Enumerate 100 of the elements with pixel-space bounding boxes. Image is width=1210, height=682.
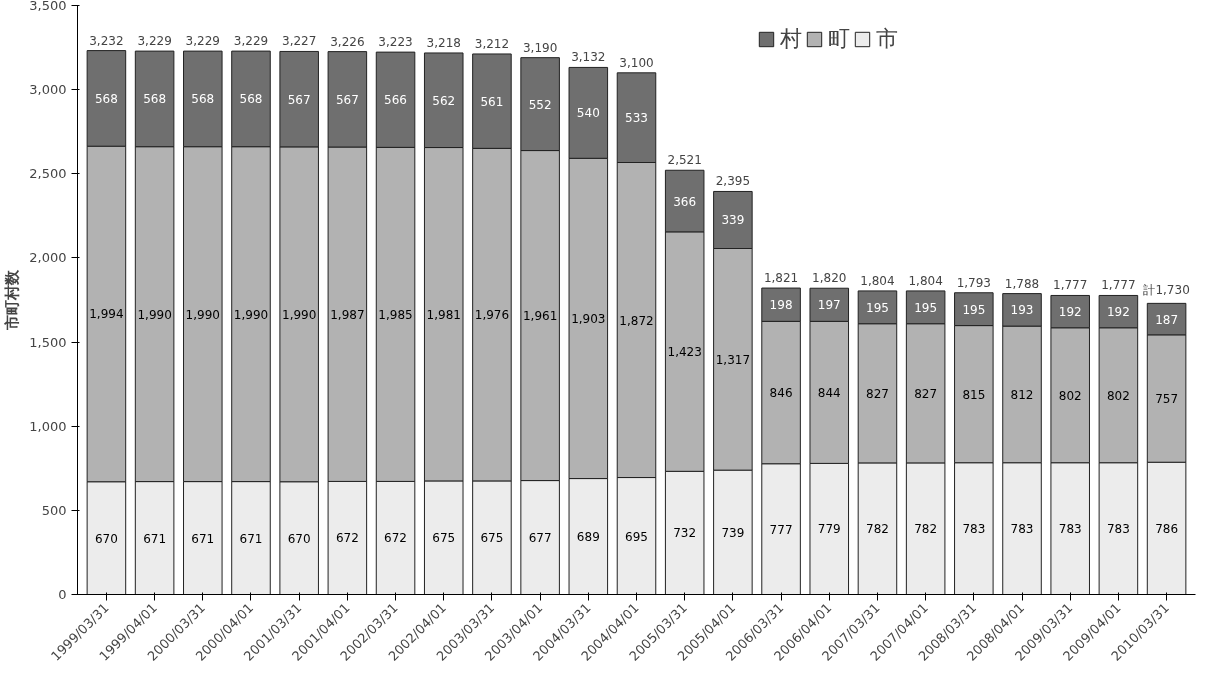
data-label: 1,872 — [619, 313, 654, 328]
total-label: 3,227 — [282, 34, 317, 49]
total-label: 3,190 — [522, 40, 558, 55]
data-label: 783 — [962, 522, 986, 537]
data-label: 689 — [576, 530, 600, 545]
data-label: 732 — [673, 526, 697, 541]
y-axis-title: 市町村数 — [3, 269, 22, 331]
total-label: 1,804 — [908, 273, 943, 288]
legend-label: 市 — [876, 25, 898, 53]
total-label: 3,229 — [185, 34, 220, 49]
data-label: 802 — [1058, 388, 1082, 403]
data-label: 672 — [335, 531, 359, 546]
y-tick-label: 3,000 — [29, 82, 67, 98]
data-label: 779 — [817, 522, 841, 537]
data-label: 1,994 — [89, 307, 124, 322]
total-label: 3,132 — [571, 50, 606, 65]
total-label: 3,100 — [619, 55, 654, 70]
data-label: 1,990 — [137, 307, 172, 322]
total-label: 1,777 — [1101, 278, 1136, 293]
data-label: 1,987 — [330, 307, 365, 322]
y-tick-label: 1,500 — [29, 334, 67, 350]
data-label: 197 — [817, 298, 841, 313]
data-label: 783 — [1010, 522, 1034, 537]
data-label: 783 — [1058, 522, 1082, 537]
total-label: 1,804 — [860, 273, 895, 288]
total-label: 1,820 — [812, 271, 847, 286]
data-label: 675 — [480, 531, 504, 546]
total-label: 3,229 — [137, 34, 172, 49]
data-label: 187 — [1155, 312, 1179, 327]
total-label: 1,788 — [1004, 276, 1040, 291]
data-label: 566 — [384, 93, 408, 108]
data-label: 1,985 — [378, 307, 413, 322]
legend-label: 町 — [828, 25, 850, 53]
data-label: 777 — [769, 522, 793, 537]
data-label: 1,423 — [667, 345, 702, 360]
data-label: 1,903 — [571, 311, 606, 326]
data-label: 812 — [1010, 387, 1034, 402]
data-label: 757 — [1155, 392, 1179, 407]
data-label: 786 — [1155, 521, 1179, 536]
data-label: 192 — [1058, 305, 1082, 320]
data-label: 567 — [335, 92, 359, 107]
total-label: 3,232 — [89, 33, 124, 48]
data-label: 198 — [769, 298, 793, 313]
data-label: 827 — [914, 386, 938, 401]
total-label: 計1,730 — [1143, 283, 1190, 298]
data-label: 815 — [962, 387, 986, 402]
y-tick-label: 2,000 — [29, 250, 67, 266]
data-label: 540 — [576, 106, 600, 121]
data-label: 1,961 — [522, 309, 558, 324]
data-label: 827 — [866, 386, 889, 401]
y-tick-label: 0 — [58, 587, 67, 602]
data-label: 192 — [1106, 305, 1130, 320]
y-tick-label: 500 — [41, 502, 67, 518]
data-label: 193 — [1010, 303, 1034, 318]
data-label: 1,317 — [715, 352, 751, 367]
data-label: 533 — [625, 111, 648, 126]
data-label: 568 — [143, 92, 167, 107]
data-label: 195 — [866, 300, 889, 315]
data-label: 1,990 — [233, 307, 269, 322]
data-label: 1,990 — [282, 307, 317, 322]
y-tick-label: 1,000 — [29, 418, 67, 434]
data-label: 783 — [1106, 522, 1130, 537]
data-label: 670 — [94, 531, 118, 546]
data-label: 562 — [432, 93, 456, 108]
total-label: 2,395 — [715, 174, 751, 189]
data-label: 846 — [769, 386, 793, 401]
data-label: 670 — [287, 531, 311, 546]
data-label: 802 — [1106, 388, 1130, 403]
total-label: 1,821 — [763, 271, 799, 286]
data-label: 1,981 — [426, 307, 461, 322]
data-label: 677 — [528, 531, 552, 546]
data-label: 671 — [143, 531, 167, 546]
data-label: 782 — [914, 522, 938, 537]
data-label: 561 — [480, 94, 504, 109]
data-label: 195 — [962, 302, 986, 317]
data-label: 568 — [94, 91, 118, 106]
data-label: 552 — [528, 97, 552, 112]
data-label: 675 — [432, 531, 456, 546]
data-label: 782 — [866, 522, 889, 537]
data-label: 366 — [673, 194, 697, 209]
total-label: 3,229 — [233, 34, 269, 49]
total-label: 1,777 — [1053, 278, 1088, 293]
data-label: 739 — [721, 525, 745, 540]
total-label: 3,223 — [378, 35, 413, 50]
total-label: 3,218 — [426, 35, 461, 50]
data-label: 671 — [191, 531, 215, 546]
data-label: 195 — [914, 300, 938, 315]
y-tick-label: 3,500 — [29, 0, 67, 13]
data-label: 671 — [239, 531, 263, 546]
y-tick-label: 2,500 — [29, 166, 67, 182]
legend-label: 村 — [780, 25, 802, 53]
data-label: 695 — [625, 529, 648, 544]
data-label: 567 — [287, 92, 311, 107]
data-label: 568 — [191, 92, 215, 107]
total-label: 2,521 — [667, 153, 702, 168]
data-label: 1,976 — [474, 308, 510, 323]
data-label: 1,990 — [185, 307, 220, 322]
total-label: 3,212 — [474, 36, 510, 51]
data-label: 568 — [239, 92, 263, 107]
data-label: 844 — [817, 385, 841, 400]
